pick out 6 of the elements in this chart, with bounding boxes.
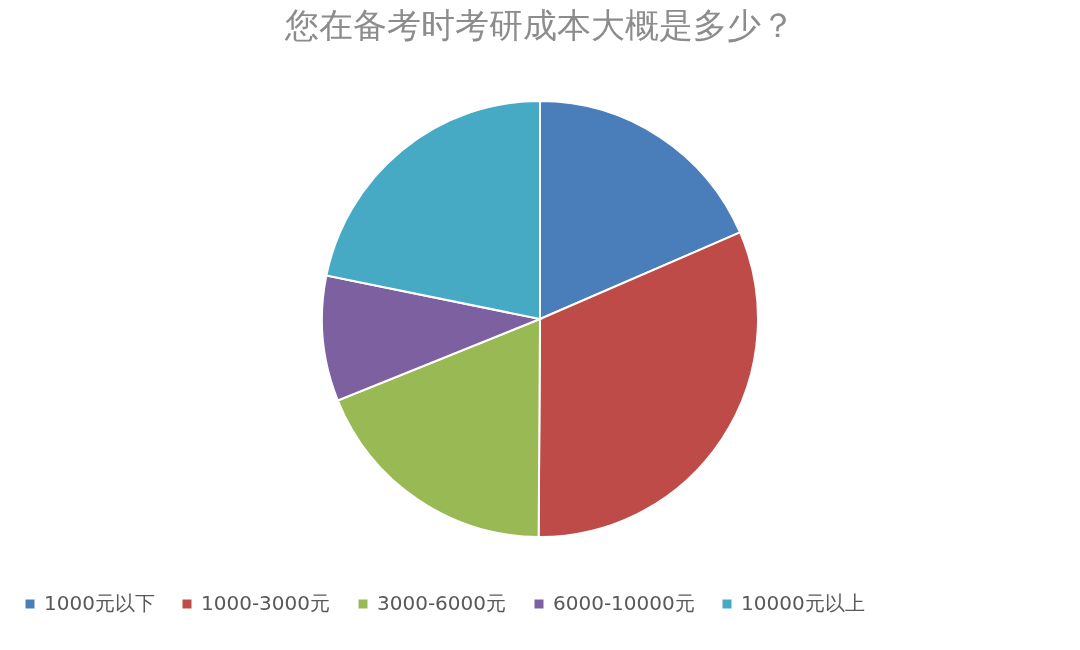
legend-label: 1000元以下 — [44, 591, 155, 615]
legend-label: 6000-10000元 — [553, 591, 695, 615]
legend-label: 3000-6000元 — [377, 591, 507, 615]
legend-label: 10000元以上 — [741, 591, 865, 615]
chart-title: 您在备考时考研成本大概是多少？ — [284, 5, 795, 45]
legend-label: 1000-3000元 — [201, 591, 331, 615]
